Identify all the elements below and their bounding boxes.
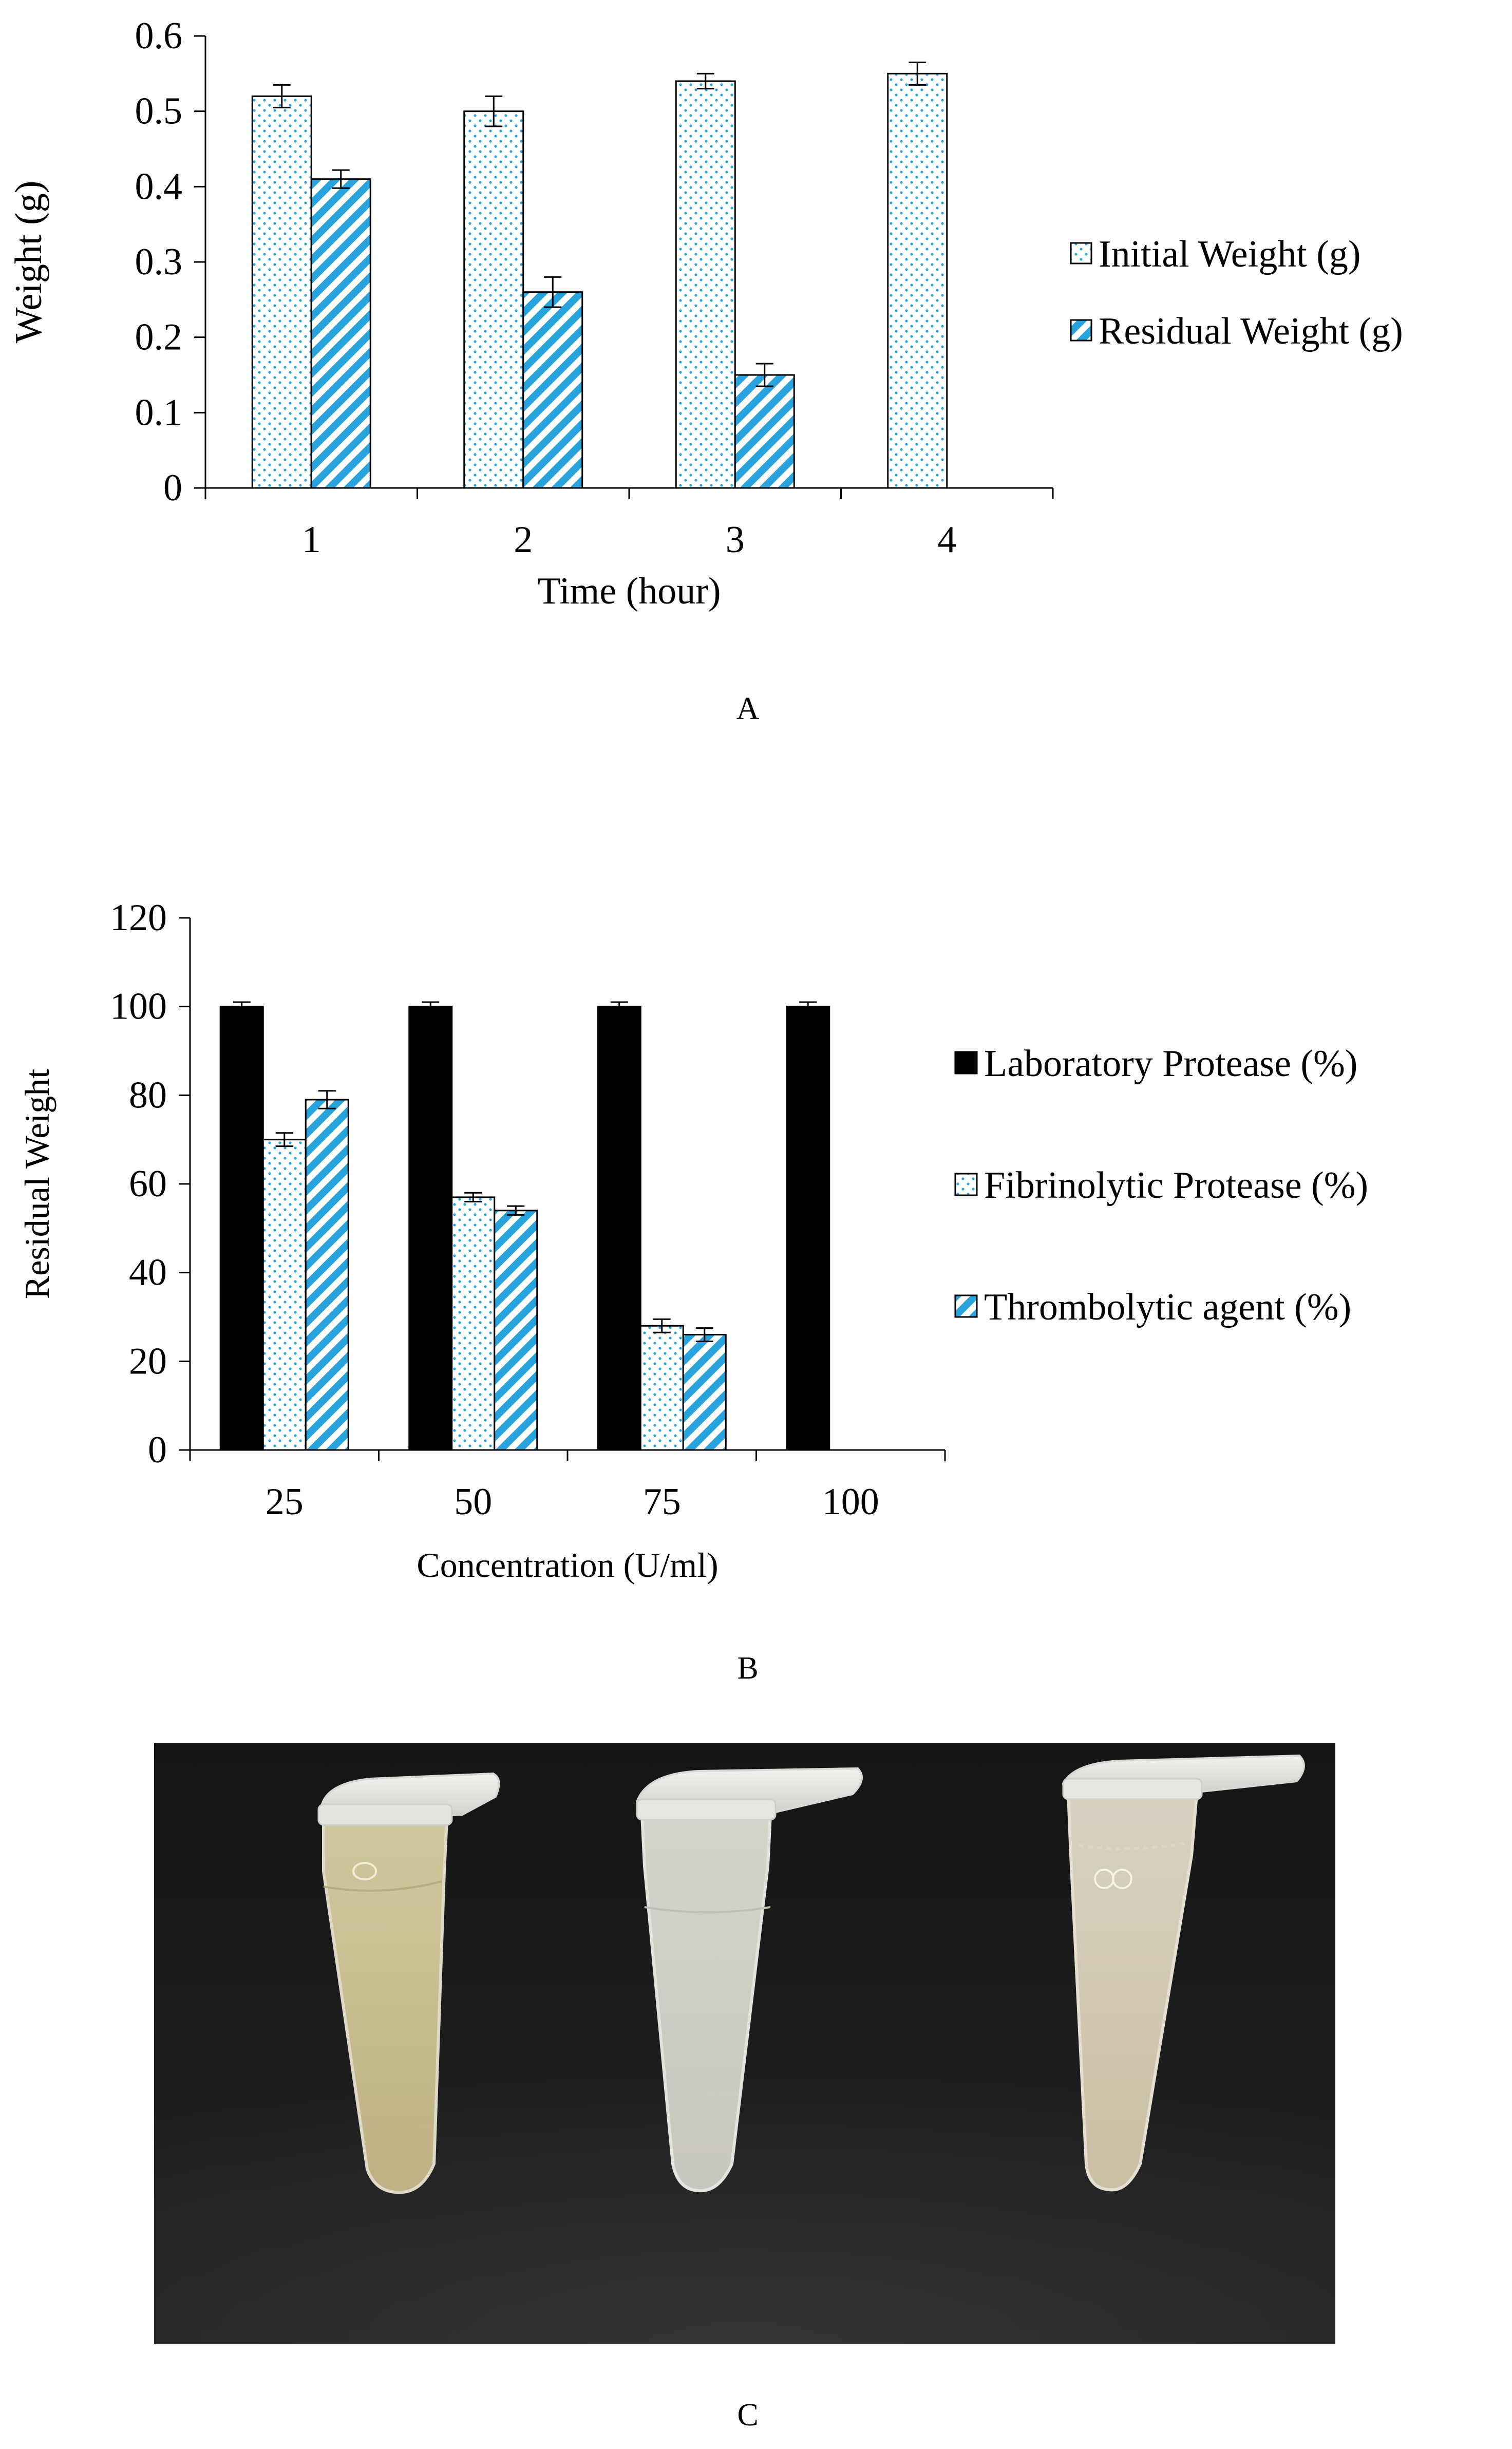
- panel-label-a: A: [736, 691, 760, 726]
- legend-swatch: [1070, 319, 1092, 342]
- bar: [597, 1006, 641, 1451]
- y-tick-label: 120: [110, 897, 167, 939]
- x-tick-label: 1: [302, 519, 321, 561]
- x-tick-label: 100: [822, 1481, 879, 1523]
- legend-label: Initial Weight (g): [1099, 233, 1361, 275]
- x-axis-label: Concentration (U/ml): [417, 1546, 718, 1585]
- y-tick-label: 0.2: [135, 316, 183, 359]
- y-tick-label: 0.5: [135, 90, 183, 133]
- legend-swatch: [954, 1173, 978, 1196]
- legend-swatch: [1070, 242, 1092, 265]
- x-tick-label: 4: [937, 519, 956, 561]
- bar: [262, 1139, 307, 1451]
- y-tick-label: 0.3: [135, 241, 183, 283]
- x-axis-label: Time (hour): [538, 570, 721, 612]
- y-tick-label: 20: [129, 1340, 167, 1382]
- x-tick-label: 25: [266, 1481, 304, 1523]
- y-tick-label: 80: [129, 1074, 167, 1116]
- legend-label: Residual Weight (g): [1099, 310, 1403, 352]
- legend-swatch: [954, 1294, 978, 1318]
- bar: [786, 1006, 830, 1451]
- bar: [494, 1210, 538, 1451]
- photo-tubes: [154, 1743, 1335, 2344]
- y-tick-label: 40: [129, 1252, 167, 1294]
- panel-label-c: C: [737, 2398, 758, 2433]
- y-tick-label: 60: [129, 1163, 167, 1205]
- x-tick-label: 50: [454, 1481, 492, 1523]
- bar: [675, 80, 736, 489]
- y-tick-label: 0: [163, 467, 182, 509]
- y-tick-label: 0.6: [135, 15, 183, 57]
- tube-2: [635, 1767, 863, 2193]
- y-axis-label: Weight (g): [8, 181, 50, 344]
- tubes-illustration: [154, 1754, 1335, 2344]
- y-tick-label: 0.1: [135, 391, 183, 434]
- chart-panel-b: 0 20 40 60 80 100 120 25 50 75 100 Concentration (U…: [17, 897, 1368, 1585]
- bar: [887, 72, 948, 489]
- bar: [682, 1334, 727, 1451]
- bar: [463, 110, 524, 489]
- y-tick-label: 100: [110, 986, 167, 1028]
- panel-label-b: B: [737, 1651, 758, 1686]
- legend-label: Laboratory Protease (%): [984, 1043, 1357, 1085]
- bar: [522, 291, 583, 489]
- bar: [639, 1325, 684, 1451]
- bar: [451, 1196, 496, 1451]
- tube-1: [317, 1772, 500, 2194]
- bar: [251, 95, 312, 489]
- tube-3: [1062, 1754, 1305, 2192]
- y-tick-label: 0: [148, 1429, 167, 1471]
- chart-panel-a: 0 0.1 0.2 0.3 0.4 0.5 0.6 1 2 3 4 Time (hour) Weight…: [8, 15, 1403, 612]
- legend-label: Thrombolytic agent (%): [984, 1286, 1351, 1328]
- bar: [734, 374, 795, 489]
- bar: [310, 178, 371, 489]
- x-tick-label: 3: [726, 519, 745, 561]
- x-tick-label: 2: [514, 519, 533, 561]
- bar: [408, 1006, 453, 1451]
- legend-swatch: [954, 1051, 978, 1075]
- bar: [305, 1099, 349, 1451]
- legend-label: Fibrinolytic Protease (%): [984, 1164, 1368, 1207]
- y-axis-label: Residual Weight: [17, 1069, 56, 1299]
- y-tick-label: 0.4: [135, 165, 183, 208]
- bar: [219, 1006, 264, 1451]
- x-tick-label: 75: [643, 1481, 681, 1523]
